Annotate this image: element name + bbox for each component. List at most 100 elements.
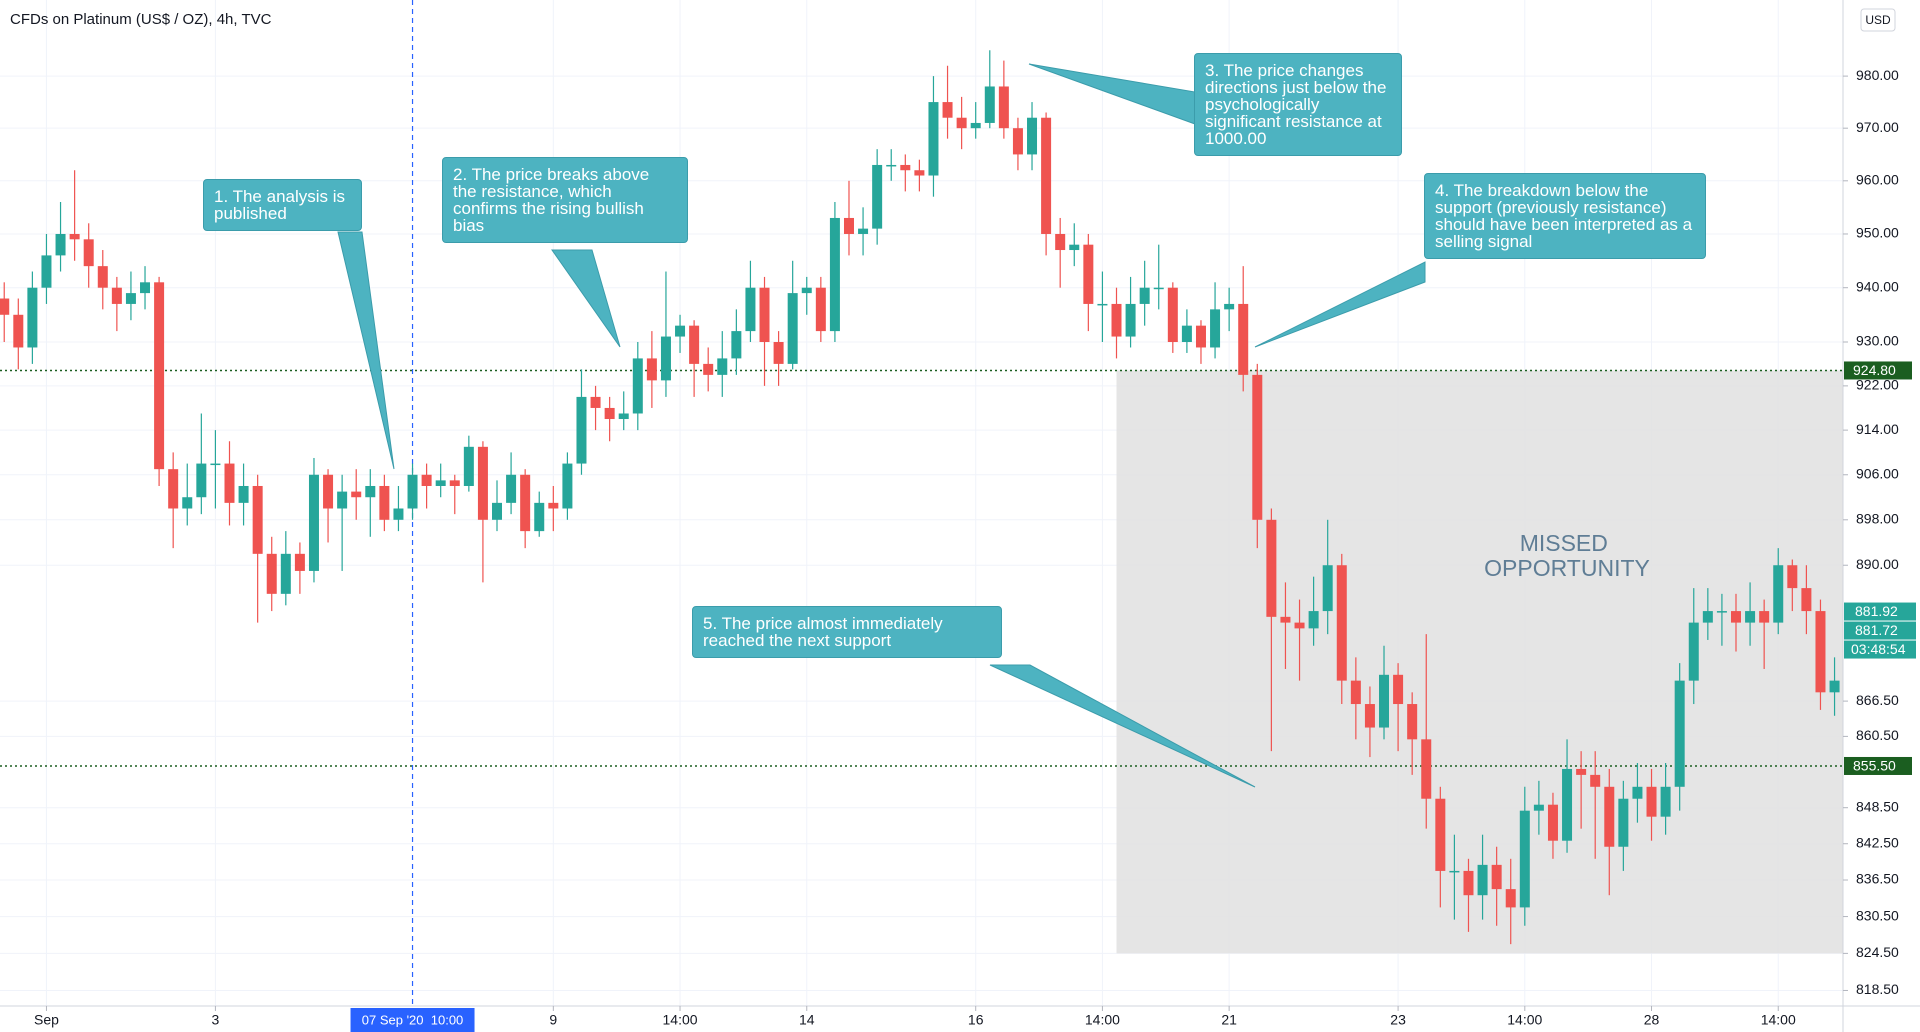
candle-body [801, 287, 812, 294]
candle-body [280, 553, 291, 594]
candle-body [843, 217, 854, 234]
x-tick-label: Sep [34, 1012, 59, 1028]
candle-body [1759, 611, 1770, 623]
candle-body [13, 314, 24, 348]
x-tick-label: 23 [1390, 1012, 1406, 1028]
candle-body [1111, 303, 1122, 337]
candle-body [506, 474, 517, 503]
candle-body [1688, 622, 1699, 681]
candle-body [1336, 565, 1347, 681]
x-tick-label: 14:00 [1085, 1012, 1120, 1028]
candle-body [576, 396, 587, 464]
y-tick-label: 922.00 [1856, 377, 1899, 393]
candle-body [294, 553, 305, 571]
candle-body [604, 407, 615, 420]
candle-body [928, 102, 939, 176]
marker-label: 07 Sep '20 10:00 [362, 1012, 464, 1027]
candle-body [1435, 798, 1446, 871]
candle-body [252, 485, 263, 554]
y-tick-label: 914.00 [1856, 421, 1899, 437]
candle-body [477, 446, 488, 520]
y-tick-label: 940.00 [1856, 278, 1899, 294]
candle-body [1266, 519, 1277, 617]
candle-body [759, 287, 770, 343]
candle-body [1505, 889, 1516, 908]
candle-body [773, 342, 784, 364]
candle-body [1139, 287, 1150, 304]
candle-body [675, 325, 686, 337]
candle-body [1350, 680, 1361, 705]
y-tick-label: 890.00 [1856, 556, 1899, 572]
candle-body [886, 164, 897, 167]
y-tick-label: 824.50 [1856, 944, 1899, 960]
candle-body [1730, 611, 1741, 623]
price-axis-bg [1843, 0, 1920, 1032]
y-tick-label: 950.00 [1856, 225, 1899, 241]
level-label: 855.50 [1853, 758, 1896, 774]
candle-body [1547, 804, 1558, 841]
zone-label: MISSED OPPORTUNITY [1484, 530, 1650, 581]
candle-body [224, 463, 235, 503]
candle-body [1773, 565, 1784, 623]
price-label-bg [1844, 602, 1916, 621]
candle-body [1801, 588, 1812, 612]
candle-body [1308, 611, 1319, 629]
candle-body [140, 282, 151, 294]
candle-body [1055, 233, 1066, 251]
y-tick-label: 930.00 [1856, 333, 1899, 349]
candle-body [956, 117, 967, 129]
candle-body [1519, 810, 1530, 908]
candle-body [829, 217, 840, 332]
candle-body [858, 228, 869, 234]
candle-body [548, 502, 559, 509]
candle-body [421, 474, 432, 486]
currency: USD [1865, 13, 1891, 27]
x-tick-label: 3 [212, 1012, 220, 1028]
x-tick-label: 9 [549, 1012, 557, 1028]
candle-body [463, 446, 474, 486]
candle-body [1012, 128, 1023, 155]
candle-body [1604, 786, 1615, 847]
countdown-bg [1844, 640, 1916, 659]
candle-body [1562, 768, 1573, 841]
callout: 3. The price changes directions just bel… [1194, 53, 1402, 156]
y-tick-label: 898.00 [1856, 510, 1899, 526]
candle-body [914, 170, 925, 176]
candle-body [1294, 622, 1305, 629]
candle-body [182, 497, 193, 509]
y-tick-label: 866.50 [1856, 692, 1899, 708]
candle-body [1815, 611, 1826, 693]
level-label-bg [1844, 756, 1912, 775]
level-label-bg [1844, 361, 1912, 380]
candle-body [238, 485, 249, 503]
candle-body [1576, 768, 1587, 775]
y-tick-label: 830.50 [1856, 907, 1899, 923]
candle-body [1224, 303, 1235, 310]
candle-body [55, 233, 66, 256]
candle-body [984, 86, 995, 123]
candle-body [1280, 616, 1291, 623]
callout: 2. The price breaks above the resistance… [442, 157, 688, 243]
candle-body [449, 480, 460, 486]
candle-body [1379, 674, 1390, 728]
candle-body [731, 331, 742, 359]
currency-box [1860, 8, 1896, 32]
candle-body [1660, 786, 1671, 817]
candle-body [1322, 565, 1333, 612]
candle-body [1716, 611, 1727, 613]
candle-body [872, 164, 883, 229]
candle-body [1069, 244, 1080, 251]
candle-body [266, 553, 277, 594]
candle-body [1167, 287, 1178, 343]
candle-body [111, 287, 122, 304]
candle-body [1463, 870, 1474, 896]
marker-label-bg [350, 1008, 475, 1032]
candle-body [308, 474, 319, 571]
candle-body [1252, 374, 1263, 520]
candle-body [365, 485, 376, 498]
candle-body [492, 502, 503, 520]
candle-body [689, 325, 700, 364]
candle-body [1210, 309, 1221, 348]
callout: 1. The analysis is published [203, 179, 362, 231]
price-label-bg [1844, 621, 1916, 640]
